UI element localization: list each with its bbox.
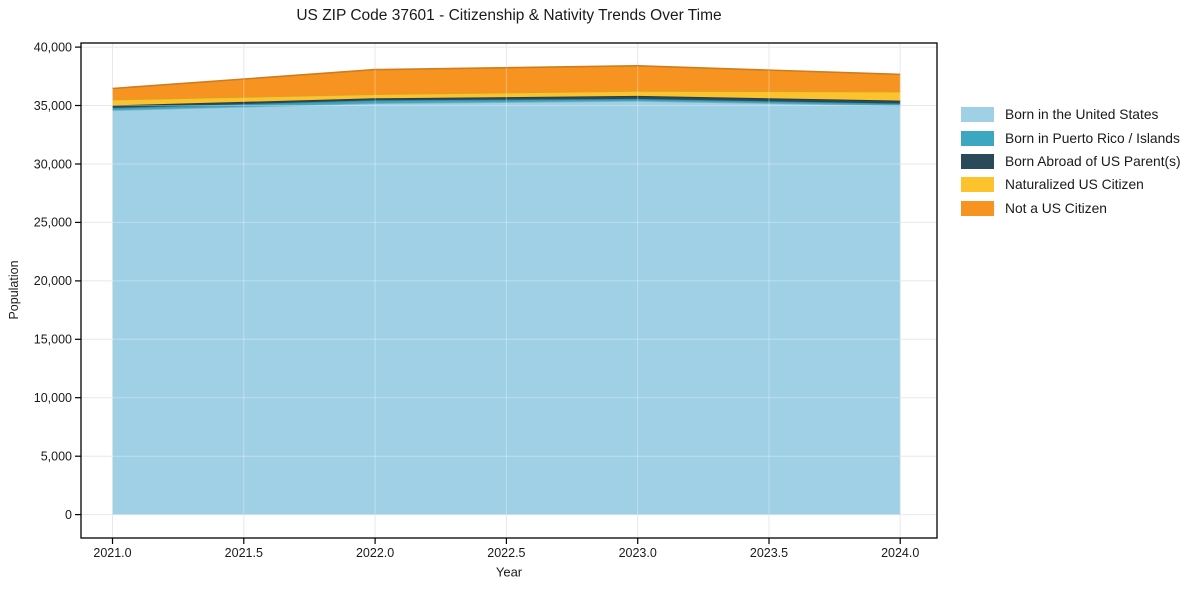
y-tick-label: 25,000 [34, 216, 72, 230]
y-tick-label: 40,000 [34, 40, 72, 54]
legend-item-not-a-us-citizen: Not a US Citizen [961, 197, 1181, 220]
area-born-abroad-of-us-parent-s [112, 95, 901, 108]
legend-swatch [961, 107, 994, 123]
y-tick-label: 35,000 [34, 99, 72, 113]
y-tick-label: 10,000 [34, 391, 72, 405]
x-tick-label: 2024.0 [881, 546, 919, 560]
y-tick-label: 0 [65, 508, 72, 522]
legend-swatch [961, 200, 994, 216]
legend-swatch [961, 153, 994, 169]
legend-label: Not a US Citizen [1005, 200, 1107, 216]
x-tick-label: 2021.5 [225, 546, 263, 560]
legend-swatch [961, 130, 994, 146]
x-tick-label: 2023.0 [619, 546, 657, 560]
legend-label: Born Abroad of US Parent(s) [1005, 153, 1181, 169]
area-not-a-us-citizen [112, 65, 901, 100]
x-tick-label: 2023.5 [750, 546, 788, 560]
y-tick-label: 30,000 [34, 157, 72, 171]
y-tick-label: 5,000 [41, 450, 72, 464]
legend-item-naturalized-us-citizen: Naturalized US Citizen [961, 173, 1181, 196]
legend-label: Naturalized US Citizen [1005, 177, 1144, 193]
x-tick-label: 2022.0 [356, 546, 394, 560]
y-tick-label: 15,000 [34, 333, 72, 347]
plot-border [80, 42, 938, 539]
area-naturalized-us-citizen [112, 90, 901, 106]
area-born-in-puerto-rico-islands [112, 98, 901, 111]
legend-item-born-in-the-united-states: Born in the United States [961, 103, 1181, 126]
area-born-in-the-united-states [112, 100, 901, 515]
chart-title: US ZIP Code 37601 - Citizenship & Nativi… [296, 7, 722, 24]
y-tick-label: 20,000 [34, 274, 72, 288]
x-axis-label: Year [495, 564, 523, 580]
legend-label: Born in the United States [1005, 107, 1159, 123]
x-tick-label: 2021.0 [93, 546, 131, 560]
grid-overlay [112, 65, 901, 515]
legend-swatch [961, 177, 994, 193]
legend-item-born-abroad-of-us-parent-s: Born Abroad of US Parent(s) [961, 150, 1181, 173]
edge-not-a-us-citizen [112, 64, 901, 90]
x-tick-label: 2022.5 [487, 546, 525, 560]
legend-label: Born in Puerto Rico / Islands [1005, 130, 1180, 146]
legend: Born in the United States Born in Puerto … [961, 103, 1181, 220]
legend-item-born-in-puerto-rico-islands: Born in Puerto Rico / Islands [961, 126, 1181, 149]
